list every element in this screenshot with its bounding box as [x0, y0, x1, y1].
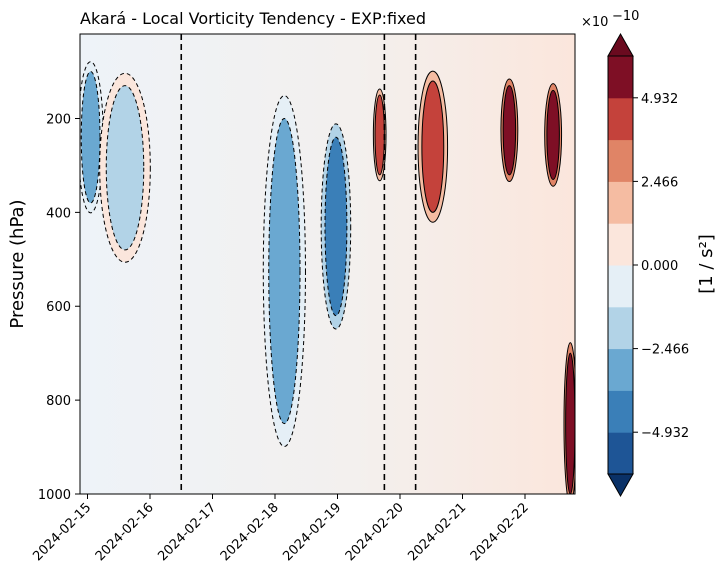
chart-title: Akará - Local Vorticity Tendency - EXP:f… — [80, 9, 426, 28]
contour-field — [80, 61, 575, 494]
contour-region — [421, 80, 445, 213]
contour-region — [105, 85, 145, 251]
colorbar-tick-label: −2.466 — [641, 343, 689, 358]
y-tick-label: 1000 — [38, 488, 71, 503]
contour-region — [80, 71, 101, 204]
y-tick-label: 200 — [46, 112, 71, 127]
contour-region — [502, 85, 517, 176]
colorbar: 4.932 2.466 0.000 −2.466 −4.932 ×10 −10 [1 / s²… — [581, 9, 717, 498]
colorbar-band — [608, 390, 633, 433]
y-axis: 200 400 600 800 1000 — [38, 112, 80, 503]
colorbar-tick-label: 0.000 — [641, 259, 678, 274]
y-tick-label: 800 — [46, 394, 71, 409]
colorbar-under-arrow — [607, 473, 634, 498]
colorbar-multiplier: ×10 — [581, 15, 608, 30]
y-tick-label: 400 — [46, 206, 71, 221]
x-tick-label: 2024-02-20 — [343, 500, 407, 564]
colorbar-band — [608, 223, 633, 266]
contour-region — [268, 117, 301, 425]
x-tick-label: 2024-02-17 — [155, 500, 219, 564]
colorbar-multiplier-exponent: −10 — [612, 9, 639, 24]
x-tick-label: 2024-02-19 — [280, 500, 344, 564]
colorbar-over-arrow — [607, 32, 634, 57]
reference-lines — [180, 34, 417, 494]
colorbar-label: [1 / s²] — [696, 234, 717, 294]
plot-frame — [79, 33, 576, 495]
contour-region — [546, 89, 560, 181]
x-tick-label: 2024-02-21 — [405, 500, 469, 564]
colorbar-tick-label: 4.932 — [641, 92, 678, 107]
colorbar-band — [608, 432, 633, 475]
colorbar-tick-label: −4.932 — [641, 426, 689, 441]
contour-region — [565, 352, 575, 494]
x-tick-label: 2024-02-16 — [93, 500, 157, 564]
colorbar-band — [608, 348, 633, 391]
contour-region — [374, 94, 385, 176]
colorbar-band — [608, 139, 633, 182]
colorbar-tick-label: 2.466 — [641, 175, 678, 190]
plot-area — [79, 33, 576, 495]
y-tick-label: 600 — [46, 300, 71, 315]
x-axis: 2024-02-152024-02-162024-02-172024-02-18… — [30, 494, 532, 564]
colorbar-band — [608, 56, 633, 99]
x-tick-label: 2024-02-15 — [30, 500, 94, 564]
colorbar-band — [608, 181, 633, 224]
colorbar-band — [608, 265, 633, 308]
colorbar-band — [608, 306, 633, 350]
x-tick-label: 2024-02-18 — [218, 500, 282, 564]
x-tick-label: 2024-02-22 — [468, 500, 532, 564]
y-axis-label: Pressure (hPa) — [7, 199, 28, 328]
colorbar-band — [608, 97, 633, 141]
contour-region — [324, 136, 348, 317]
